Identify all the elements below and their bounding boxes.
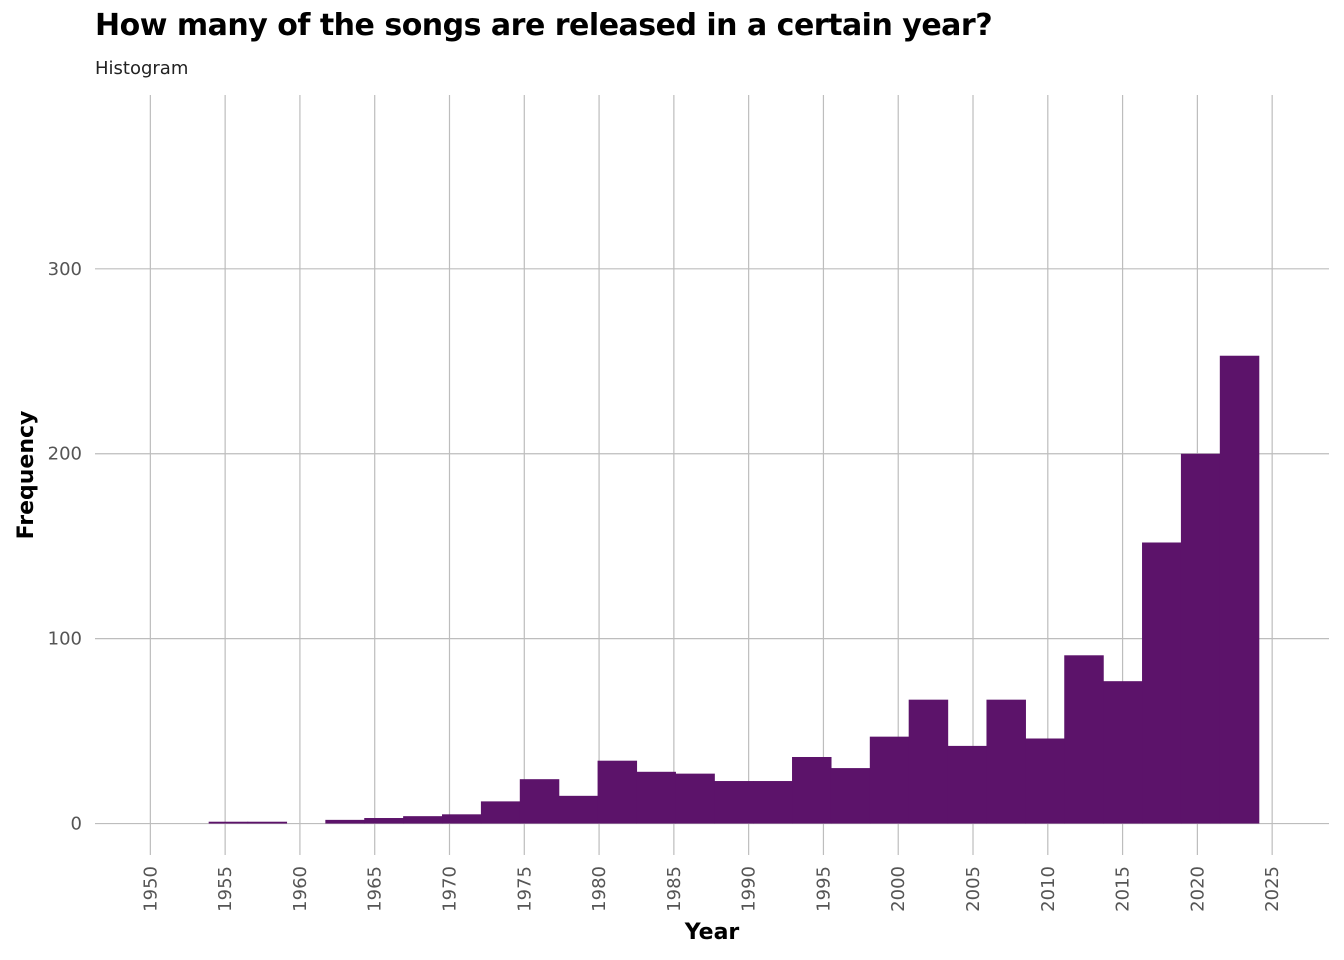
x-axis-title: Year xyxy=(684,920,740,945)
histogram-bar xyxy=(675,773,715,824)
histogram-bar xyxy=(403,816,443,824)
y-tick-label: 200 xyxy=(48,444,82,465)
histogram-bar xyxy=(1219,355,1260,824)
x-tick-label: 2020 xyxy=(1187,866,1208,912)
histogram-bar xyxy=(1064,655,1104,824)
histogram-bar xyxy=(908,699,949,824)
histogram-bar xyxy=(1142,542,1182,824)
histogram-bar xyxy=(597,760,638,824)
histogram-bars xyxy=(208,355,1260,824)
histogram-bar xyxy=(869,736,910,824)
x-tick-label: 2005 xyxy=(963,866,984,912)
histogram-bar xyxy=(947,745,988,824)
y-axis-title: Frequency xyxy=(14,411,39,540)
x-tick-label: 2025 xyxy=(1262,866,1283,912)
x-tick-label: 1985 xyxy=(664,866,685,912)
histogram-bar xyxy=(986,699,1026,824)
x-tick-label: 2000 xyxy=(888,866,909,912)
y-tick-label: 0 xyxy=(71,814,82,835)
histogram-bar xyxy=(830,768,871,824)
chart-subtitle: Histogram xyxy=(95,58,189,79)
histogram-bar xyxy=(753,781,793,824)
histogram-bar xyxy=(325,819,365,824)
histogram-bar xyxy=(636,771,676,824)
x-tick-label: 1950 xyxy=(140,866,161,912)
x-tick-label: 1970 xyxy=(439,866,460,912)
x-tick-label: 1965 xyxy=(365,866,386,912)
histogram-bar xyxy=(442,814,482,824)
histogram-bar xyxy=(247,821,288,824)
histogram-bar xyxy=(208,821,249,824)
y-tick-label: 300 xyxy=(48,259,82,280)
y-tick-label: 100 xyxy=(48,629,82,650)
x-tick-label: 1960 xyxy=(290,866,311,912)
histogram-bar xyxy=(792,756,832,824)
x-tick-label: 2010 xyxy=(1038,866,1059,912)
histogram-bar xyxy=(480,801,521,824)
histogram-bar xyxy=(1180,453,1221,824)
x-tick-label: 1975 xyxy=(514,866,535,912)
x-tick-label: 1990 xyxy=(739,866,760,912)
chart-title: How many of the songs are released in a … xyxy=(95,8,993,43)
histogram-bar xyxy=(364,818,404,824)
x-tick-label: 1955 xyxy=(215,866,236,912)
x-tick-label: 1995 xyxy=(813,866,834,912)
histogram-bar xyxy=(519,779,560,824)
histogram-bar xyxy=(1025,738,1065,824)
histogram-bar xyxy=(714,781,754,824)
tick-labels: 0 100 200 300 1950 1955 1960 1965 1970 1975 1980 19… xyxy=(48,259,1284,912)
x-tick-label: 2015 xyxy=(1113,866,1134,912)
x-tick-label: 1980 xyxy=(589,866,610,912)
histogram-bar xyxy=(1103,681,1143,824)
histogram-bar xyxy=(558,795,599,824)
